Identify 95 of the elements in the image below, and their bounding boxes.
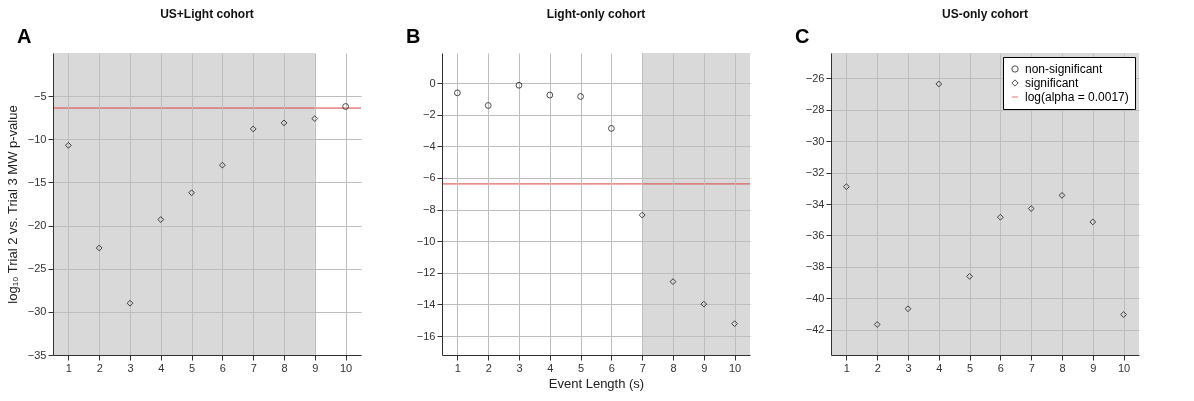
x-tick-label: 7	[250, 361, 257, 374]
y-tick-label: −10	[27, 132, 47, 145]
point	[126, 299, 134, 307]
x-tick-label: 5	[967, 361, 974, 374]
point	[607, 125, 615, 132]
x-tick-label: 2	[874, 361, 881, 374]
x-tick-label: 4	[158, 361, 165, 374]
y-tick-label: −32	[805, 166, 825, 179]
x-tick-label: 4	[936, 361, 943, 374]
x-tick-label: 1	[843, 361, 850, 374]
point	[157, 216, 165, 223]
chart-title: US-only cohort	[942, 7, 1028, 21]
y-tick-label: −25	[27, 262, 47, 275]
point	[311, 115, 319, 122]
point	[1120, 311, 1128, 318]
x-tick-label: 2	[485, 361, 492, 374]
point	[515, 81, 523, 89]
x-tick-label: 5	[189, 361, 196, 374]
y-tick-label: −5	[33, 89, 47, 102]
x-tick-label: 7	[639, 361, 646, 374]
y-tick-label: −10	[416, 234, 436, 247]
legend-label: significant	[1025, 76, 1080, 90]
x-tick-label: 6	[997, 361, 1004, 374]
x-tick-label: 3	[516, 361, 523, 374]
point	[873, 321, 881, 328]
x-axis-title: Event Length (s)	[548, 375, 645, 391]
point	[249, 125, 257, 133]
point	[188, 189, 196, 197]
x-tick-label: 8	[1059, 361, 1066, 374]
point	[95, 244, 103, 252]
y-tick-label: −20	[27, 219, 47, 232]
point	[669, 278, 677, 286]
x-tick-label: 3	[905, 361, 912, 374]
point	[484, 102, 492, 109]
text: A	[17, 25, 32, 47]
x-tick-label: 5	[578, 361, 585, 374]
point	[1089, 218, 1097, 226]
legend-label: log(alpha = 0.0017)	[1025, 90, 1129, 104]
x-tick-label: 8	[670, 361, 677, 374]
point	[342, 103, 350, 110]
x-tick-label: 6	[219, 361, 226, 374]
y-tick-label: −16	[416, 329, 436, 342]
x-tick-label: 10	[339, 361, 353, 374]
point	[1027, 205, 1035, 212]
point	[218, 161, 226, 169]
y-tick-label: −6	[422, 171, 436, 184]
x-tick-label: 1	[65, 361, 72, 374]
point	[966, 272, 974, 280]
y-tick-label: −8	[422, 203, 436, 216]
y-tick-label: −42	[805, 323, 825, 336]
y-tick-label: −15	[27, 175, 47, 188]
legend-label: non-significant	[1025, 62, 1104, 76]
chart-title: US+Light cohort	[160, 7, 254, 21]
point	[842, 183, 850, 191]
y-tick-label: −26	[805, 71, 825, 84]
point	[1058, 191, 1066, 199]
y-tick-label: −38	[805, 260, 825, 273]
y-tick-label: −30	[27, 305, 47, 318]
point	[64, 141, 72, 149]
y-tick-label: −12	[416, 266, 436, 279]
y-tick-label: −2	[422, 108, 436, 121]
text: C	[795, 25, 810, 47]
point	[700, 300, 708, 308]
text: B	[406, 25, 421, 47]
point	[577, 93, 585, 100]
point	[546, 91, 554, 99]
point	[996, 213, 1004, 221]
x-tick-label: 9	[701, 361, 708, 374]
chart-title: Light-only cohort	[546, 7, 646, 21]
y-tick-label: −35	[27, 348, 47, 361]
x-tick-label: 9	[1090, 361, 1097, 374]
point	[638, 211, 646, 219]
x-tick-label: 10	[728, 361, 742, 374]
x-tick-label: 10	[1117, 361, 1131, 374]
x-tick-label: 4	[547, 361, 554, 374]
x-tick-label: 8	[281, 361, 288, 374]
y-tick-label: −40	[805, 291, 825, 304]
x-tick-label: 2	[96, 361, 103, 374]
y-tick-label: −34	[805, 197, 825, 210]
point	[935, 80, 943, 88]
x-tick-label: 1	[454, 361, 461, 374]
y-tick-label: −30	[805, 134, 825, 147]
y-tick-label: −36	[805, 228, 825, 241]
x-tick-label: 6	[608, 361, 615, 374]
y-tick-label: −28	[805, 103, 825, 116]
x-tick-label: 7	[1028, 361, 1035, 374]
y-tick-label: −14	[416, 297, 436, 310]
y-tick-label: 0	[429, 76, 436, 89]
x-tick-label: 9	[312, 361, 319, 374]
y-tick-label: −4	[422, 139, 436, 152]
y-axis-title: log₁₀ Trial 2 vs. Trial 3 MW p-value	[4, 105, 20, 304]
point	[731, 320, 739, 328]
x-tick-label: 3	[127, 361, 134, 374]
point	[904, 305, 912, 313]
point	[453, 89, 461, 97]
